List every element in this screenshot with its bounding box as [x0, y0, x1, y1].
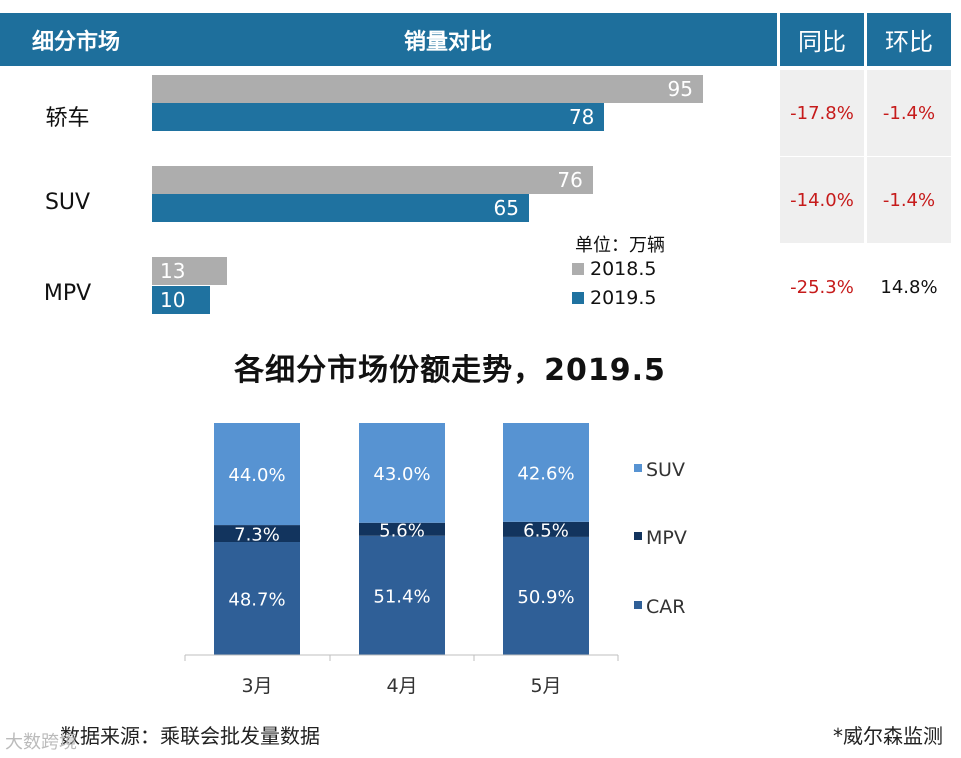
mom-value-mpv: 14.8%	[880, 276, 938, 298]
data-label-car-2: 51.4%	[373, 586, 430, 607]
data-label-suv-3: 42.6%	[517, 463, 574, 484]
yoy-value-suv: -14.0%	[780, 157, 864, 243]
category-label-mpv: MPV	[43, 281, 92, 306]
category-label-car: 轿车	[45, 106, 90, 131]
data-label-car-3: 50.9%	[517, 587, 574, 608]
bar-mpv-2018: 13	[152, 257, 228, 285]
stack-segment-mpv-1	[214, 525, 300, 543]
legend-swatch-2018	[572, 263, 584, 275]
yoy-value-car: -17.8%	[780, 70, 864, 156]
stack-segment-suv-3	[503, 423, 589, 522]
comparison-column-header: 销量对比	[404, 29, 493, 55]
data-label-suv-2: 43.0%	[373, 464, 430, 485]
x-tick-label-1: 3月	[241, 675, 272, 697]
mom-value-car: -1.4%	[867, 70, 951, 156]
bar-suv-2019: 65	[152, 194, 529, 222]
yoy-value-mpv: -25.3%	[790, 276, 854, 298]
mom-column-header: 环比	[867, 13, 951, 66]
watermark-text: 大数跨境	[5, 732, 77, 753]
bar-car-2018: 95	[152, 75, 703, 103]
source-note: 数据来源：乘联会批发量数据	[60, 724, 320, 748]
bar-suv-2018: 76	[152, 166, 593, 194]
stack-segment-suv-1	[214, 423, 300, 526]
legend-label-2018: 2018.5	[590, 258, 657, 280]
stack-segment-suv-2	[359, 423, 445, 523]
segment-column-header: 细分市场	[32, 29, 121, 55]
legend-label-suv: SUV	[646, 459, 685, 481]
legend-label-2019: 2019.5	[590, 287, 657, 309]
legend-swatch-car	[634, 601, 642, 609]
stack-segment-car-3	[503, 536, 589, 655]
table-header-band: 细分市场 销量对比	[0, 13, 777, 66]
data-label-car-1: 48.7%	[228, 590, 285, 611]
unit-label: 单位：万辆	[575, 235, 665, 256]
data-label-mpv-1: 7.3%	[234, 525, 280, 546]
x-tick-label-2: 4月	[386, 675, 417, 697]
bar-mpv-2019: 10	[152, 286, 210, 314]
legend-swatch-2019	[572, 292, 584, 304]
legend-swatch-suv	[634, 464, 642, 472]
credit-note: *威尔森监测	[833, 724, 943, 748]
data-label-suv-1: 44.0%	[228, 465, 285, 486]
stack-segment-mpv-3	[503, 521, 589, 537]
stack-segment-car-2	[359, 535, 445, 655]
stack-segment-car-1	[214, 542, 300, 655]
legend-item-2018: 2018.5	[572, 258, 656, 280]
mom-value-suv: -1.4%	[867, 157, 951, 243]
legend-item-2019: 2019.5	[572, 287, 656, 309]
legend-label-mpv: MPV	[646, 527, 687, 549]
legend-label-car: CAR	[646, 596, 685, 618]
stack-segment-mpv-2	[359, 522, 445, 536]
category-label-suv: SUV	[44, 190, 91, 215]
bar-car-2019: 78	[152, 103, 605, 131]
yoy-column-header: 同比	[780, 13, 864, 66]
x-tick-label-3: 5月	[530, 675, 561, 697]
data-label-mpv-3: 6.5%	[523, 520, 569, 541]
legend-swatch-mpv	[634, 532, 642, 540]
data-label-mpv-2: 5.6%	[379, 520, 425, 541]
share-chart-title: 各细分市场份额走势，2019.5	[234, 353, 666, 388]
